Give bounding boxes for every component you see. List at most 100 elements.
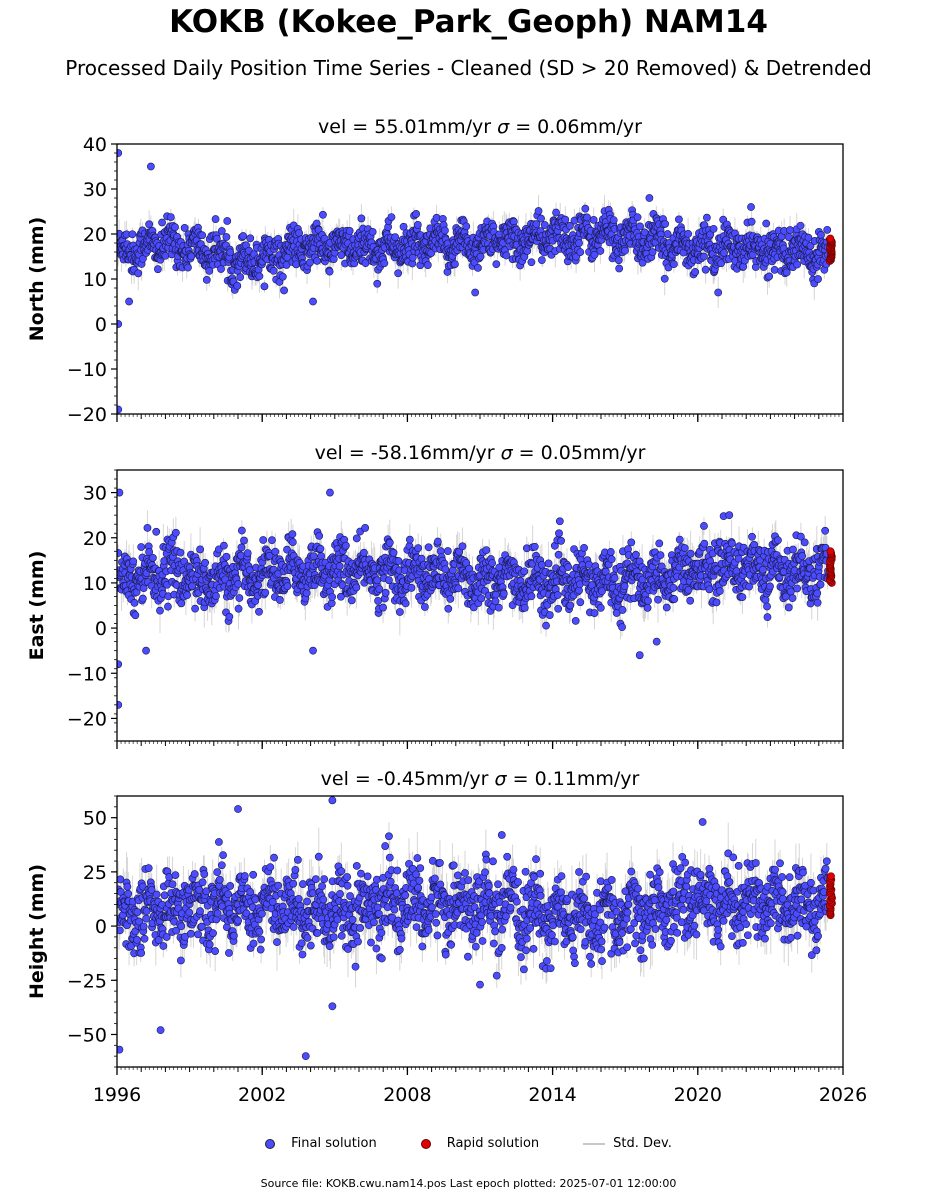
final-solution-point: [477, 594, 486, 603]
final-solution-point: [492, 590, 500, 599]
final-solution-point: [702, 213, 711, 222]
final-solution-point: [590, 250, 599, 259]
final-solution-point: [823, 225, 832, 234]
final-solution-point: [762, 219, 771, 228]
final-solution-point: [423, 261, 432, 269]
panel-velocity: vel = 55.01mm/yr: [318, 116, 497, 138]
final-solution-point: [482, 546, 491, 555]
final-solution-point: [527, 258, 536, 267]
final-solution-point: [211, 215, 220, 223]
final-solution-point: [234, 580, 243, 588]
final-solution-point: [239, 232, 248, 240]
final-solution-point: [590, 609, 599, 617]
final-solution-point: [337, 592, 345, 601]
final-solution-point: [609, 216, 618, 224]
final-solution-point: [391, 233, 400, 241]
final-solution-point: [177, 599, 186, 608]
final-solution-point: [156, 606, 164, 615]
final-solution-point: [554, 604, 563, 613]
sigma-symbol: σ: [497, 116, 510, 138]
y-axis-label: North (mm): [26, 217, 48, 342]
final-solution-point: [554, 550, 563, 559]
final-solution-point: [596, 603, 605, 612]
final-solution-point: [565, 221, 574, 230]
final-solution-point: [254, 581, 263, 590]
final-solution-point: [328, 593, 337, 601]
final-solution-point: [268, 536, 276, 545]
final-solution-point: [240, 536, 248, 545]
final-solution-point: [747, 217, 756, 226]
final-solution-point: [806, 241, 815, 250]
final-solution-point: [621, 246, 629, 255]
final-solution-point: [620, 582, 629, 591]
final-solution-point: [345, 227, 354, 235]
final-solution-points: [117, 149, 832, 414]
final-solution-point: [610, 574, 619, 582]
final-solution-point: [171, 528, 180, 537]
final-solution-point: [492, 260, 501, 269]
chart-subtitle: Processed Daily Position Time Series - C…: [65, 56, 872, 80]
y-tick-label: −20: [67, 404, 107, 426]
final-solution-point: [288, 530, 297, 539]
final-solution-point: [796, 221, 805, 230]
final-solution-point: [655, 539, 664, 548]
final-solution-point: [532, 220, 541, 228]
final-solution-point: [389, 548, 398, 557]
final-solution-point: [636, 222, 644, 231]
final-solution-point: [380, 259, 389, 268]
final-solution-point: [576, 598, 585, 607]
final-solution-point: [555, 529, 563, 538]
final-solution-point: [117, 549, 123, 557]
y-tick-label: −10: [67, 359, 107, 381]
final-solution-point: [309, 297, 317, 306]
final-solution-point: [171, 223, 179, 232]
final-solution-point: [446, 594, 455, 603]
final-solution-point: [648, 248, 657, 256]
final-solution-point: [202, 276, 211, 284]
final-solution-point: [644, 596, 652, 605]
final-solution-point: [361, 524, 370, 532]
rapid-solution-point: [826, 234, 835, 243]
final-solution-point: [309, 552, 318, 561]
final-solution-point: [557, 536, 565, 545]
final-solution-point: [313, 256, 321, 265]
final-solution-point: [233, 281, 242, 290]
final-solution-point: [407, 583, 416, 592]
final-solution-point: [148, 553, 157, 562]
final-solution-point: [399, 222, 408, 231]
final-solution-point: [575, 239, 583, 247]
final-solution-point: [373, 279, 382, 288]
final-solution-point: [643, 603, 652, 612]
final-solution-point: [335, 562, 344, 571]
data-points-east: [117, 488, 836, 709]
final-solution-point: [444, 604, 453, 613]
final-solution-point: [527, 592, 536, 601]
final-solution-point: [319, 210, 327, 219]
final-solution-point: [545, 611, 554, 619]
final-solution-point: [720, 248, 728, 257]
final-solution-point: [217, 227, 226, 235]
final-solution-point: [614, 256, 623, 265]
final-solution-point: [357, 214, 366, 223]
data-points-north: [117, 149, 836, 414]
y-tick-label: 10: [83, 269, 107, 291]
final-solution-point: [152, 527, 161, 536]
final-solution-point: [212, 234, 221, 243]
final-solution-point: [660, 274, 669, 283]
final-solution-point: [129, 557, 138, 566]
final-solution-point: [158, 218, 166, 227]
final-solution-point: [618, 606, 627, 614]
final-solution-point: [278, 272, 287, 281]
final-solution-point: [280, 286, 288, 295]
final-solution-point: [261, 588, 270, 597]
final-solution-point: [581, 204, 590, 213]
final-solution-point: [117, 405, 123, 414]
final-solution-point: [316, 544, 325, 553]
final-solution-point: [700, 252, 708, 261]
final-solution-point: [329, 255, 338, 264]
final-solution-point: [537, 256, 546, 265]
final-solution-point: [325, 267, 334, 276]
panel-sigma: = 0.06mm/yr: [509, 116, 642, 138]
final-solution-point: [499, 589, 508, 598]
final-solution-point: [542, 621, 550, 630]
